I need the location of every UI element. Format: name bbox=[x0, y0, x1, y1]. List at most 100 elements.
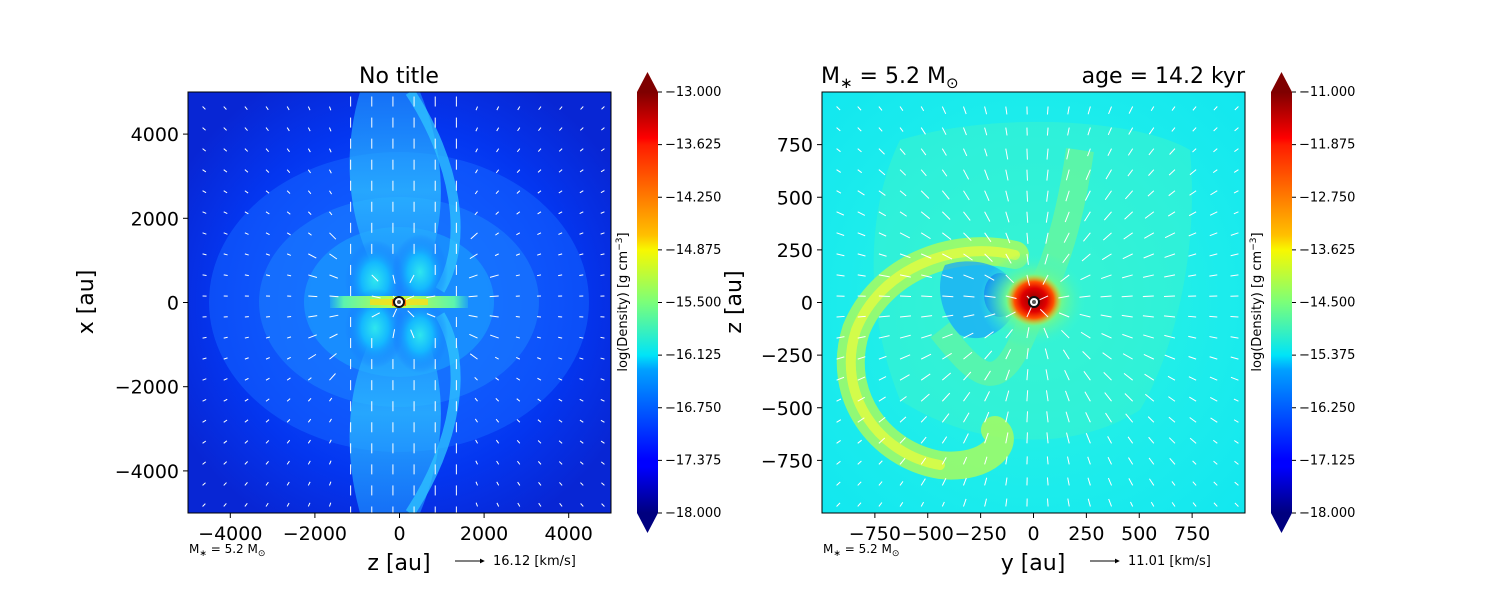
velocity-arrow bbox=[921, 315, 933, 318]
velocity-arrow bbox=[286, 148, 290, 153]
velocity-arrow bbox=[836, 106, 841, 111]
velocity-arrow bbox=[286, 460, 290, 465]
velocity-arrow bbox=[1143, 353, 1155, 360]
velocity-arrow bbox=[579, 211, 584, 214]
velocity-arrow bbox=[878, 396, 886, 402]
velocity-arrow bbox=[1043, 327, 1049, 339]
spiral-arm-ridge bbox=[845, 246, 1020, 470]
panel1-title: No title bbox=[359, 64, 439, 89]
panel1-mass-annotation: M∗ = 5.2 M⊙ bbox=[189, 542, 265, 559]
velocity-arrow bbox=[963, 371, 972, 381]
velocity-arrow bbox=[600, 419, 605, 423]
velocity-arrow bbox=[899, 169, 907, 176]
velocity-arrow bbox=[601, 106, 605, 110]
velocity-arrow bbox=[857, 148, 862, 153]
velocity-arrow bbox=[984, 498, 987, 507]
velocity-arrow bbox=[963, 498, 967, 507]
velocity-arrow bbox=[474, 397, 478, 402]
velocity-arrow bbox=[474, 376, 478, 381]
velocity-arrow bbox=[1087, 498, 1091, 507]
velocity-arrow bbox=[223, 336, 228, 339]
velocity-arrow bbox=[265, 460, 269, 465]
velocity-arrow bbox=[1104, 392, 1112, 402]
velocity-arrow bbox=[1122, 353, 1133, 360]
velocity-arrow bbox=[1209, 274, 1218, 277]
velocity-arrow bbox=[920, 127, 926, 135]
velocity-arrow bbox=[371, 295, 381, 299]
velocity-arrow bbox=[1037, 295, 1049, 301]
velocity-arrow bbox=[579, 253, 584, 256]
y-tick-label: 2000 bbox=[131, 208, 179, 230]
velocity-arrow bbox=[496, 460, 500, 465]
velocity-arrow bbox=[963, 211, 971, 221]
velocity-arrow bbox=[899, 396, 907, 402]
velocity-arrow bbox=[984, 432, 989, 444]
colorbar-1-extend-max bbox=[637, 72, 658, 92]
velocity-arrow bbox=[1103, 211, 1112, 221]
ticks-1: −4000 −2000 0 2000 4000 −4000 −2000 0 2000 4000 bbox=[115, 124, 593, 545]
velocity-arrow bbox=[265, 357, 270, 360]
colorbar-tick-label: −11.000 bbox=[1299, 85, 1355, 100]
velocity-arrow bbox=[899, 416, 907, 423]
velocity-arrow bbox=[857, 396, 865, 402]
velocity-arrow bbox=[286, 419, 291, 423]
velocity-arrow bbox=[1213, 460, 1218, 465]
velocity-arrow bbox=[244, 398, 249, 402]
velocity-arrow bbox=[1234, 127, 1239, 132]
velocity-arrow bbox=[558, 148, 563, 152]
velocity-arrow bbox=[468, 274, 478, 279]
velocity-arrow bbox=[538, 106, 542, 111]
velocity-arrow bbox=[307, 148, 311, 153]
velocity-arrow bbox=[223, 190, 228, 194]
velocity-arrow bbox=[1100, 314, 1112, 318]
velocity-arrow bbox=[857, 127, 862, 132]
velocity-arrow bbox=[1164, 274, 1176, 278]
velocity-arrow bbox=[600, 232, 605, 235]
velocity-arrow bbox=[921, 334, 932, 339]
velocity-arrow bbox=[286, 377, 291, 381]
velocity-arrow bbox=[878, 274, 890, 278]
velocity-arrow bbox=[941, 501, 945, 507]
velocity-arrow bbox=[1066, 148, 1070, 160]
x-tick-label: −250 bbox=[955, 523, 1007, 545]
velocity-arrow bbox=[920, 232, 931, 240]
velocity-arrow bbox=[244, 127, 248, 131]
velocity-arrow bbox=[1124, 393, 1134, 402]
panel2-ylabel: z [au] bbox=[722, 270, 747, 333]
velocity-arrow bbox=[286, 190, 291, 194]
velocity-arrow bbox=[517, 106, 521, 111]
panel-yz-density: −750 −500 −250 0 250 500 750−750−500−250025050… bbox=[722, 64, 1355, 576]
velocity-arrow bbox=[495, 232, 499, 236]
velocity-arrow bbox=[1230, 356, 1239, 360]
velocity-arrow bbox=[878, 502, 883, 507]
colorbar-2-ticks: −11.000 −11.875 −12.750 −13.625 −14.500 −15.3… bbox=[1292, 85, 1355, 521]
velocity-arrow bbox=[308, 295, 318, 298]
velocity-arrow bbox=[538, 127, 542, 131]
velocity-arrow bbox=[1192, 106, 1197, 111]
y-tick-label: 250 bbox=[777, 240, 813, 262]
velocity-arrow bbox=[836, 127, 841, 132]
velocity-arrow bbox=[475, 127, 478, 132]
velocity-arrow bbox=[1209, 376, 1218, 381]
velocity-arrow bbox=[1026, 169, 1028, 181]
velocity-arrow bbox=[496, 502, 500, 507]
velocity-arrow bbox=[1209, 315, 1218, 318]
velocity-arrow bbox=[329, 169, 332, 174]
velocity-arrow bbox=[836, 376, 845, 381]
velocity-arrow bbox=[1005, 232, 1011, 244]
velocity-arrow bbox=[878, 355, 887, 360]
velocity-arrow bbox=[600, 440, 605, 444]
velocity-arrow bbox=[329, 353, 337, 360]
colorbar-tick-label: −14.875 bbox=[665, 243, 721, 258]
velocity-arrow bbox=[857, 376, 866, 381]
velocity-quiver-1 bbox=[202, 96, 605, 513]
velocity-arrow bbox=[1128, 457, 1134, 465]
velocity-arrow bbox=[559, 503, 563, 507]
velocity-arrow bbox=[1044, 253, 1049, 265]
velocity-arrow bbox=[984, 350, 993, 360]
velocity-arrow bbox=[1026, 348, 1029, 360]
velocity-arrow bbox=[899, 211, 907, 217]
velocity-arrow bbox=[963, 232, 972, 241]
velocity-arrow bbox=[1121, 274, 1133, 279]
velocity-arrow bbox=[307, 169, 312, 174]
